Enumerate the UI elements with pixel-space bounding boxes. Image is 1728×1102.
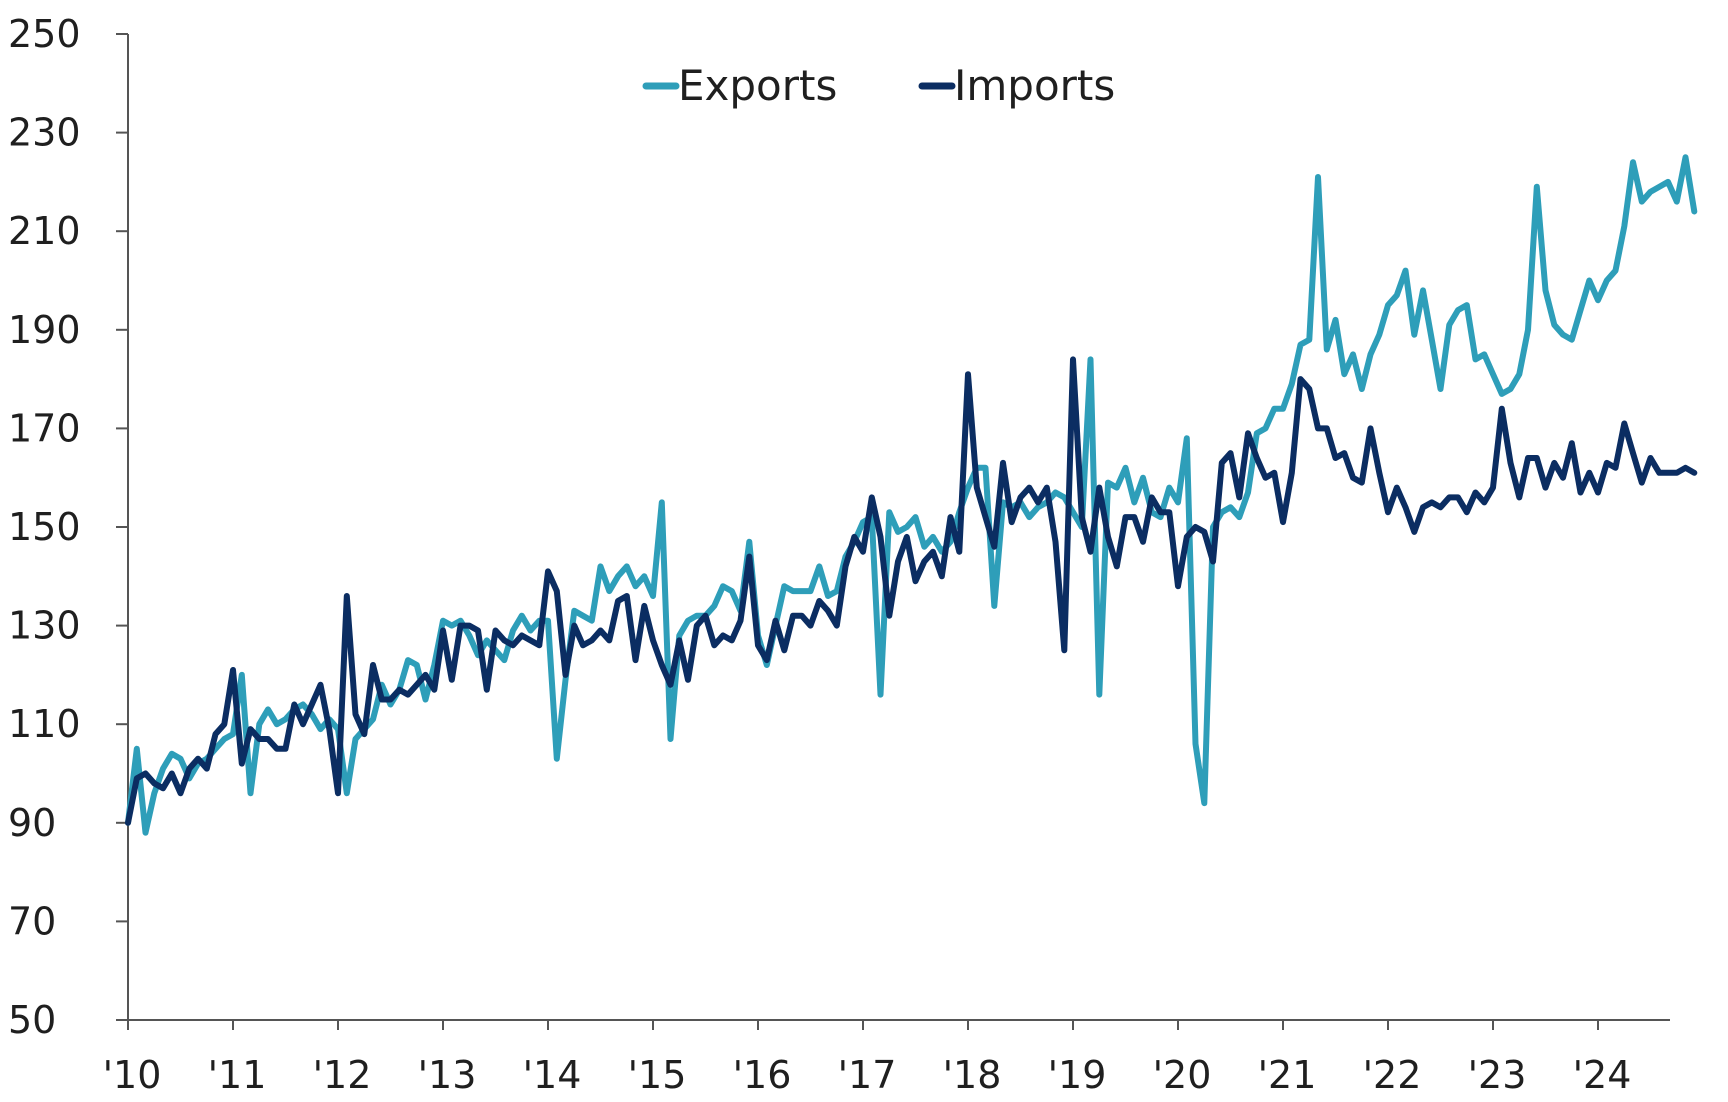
x-tick-label: '11 [208,1053,267,1097]
y-tick-label: 150 [8,505,81,549]
y-tick-label: 230 [8,111,81,155]
y-tick-label: 130 [8,604,81,648]
x-tick-label: '17 [838,1053,897,1097]
x-tick-label: '18 [943,1053,1002,1097]
x-tick-label: '16 [733,1053,792,1097]
series-layer [125,154,1698,836]
x-tick-label: '22 [1363,1053,1422,1097]
x-tick-label: '20 [1153,1053,1212,1097]
x-tick-label: '13 [418,1053,477,1097]
series-line-imports [125,356,1698,826]
y-tick-label: 110 [8,702,81,746]
x-tick-label: '12 [313,1053,372,1097]
legend-label-imports: Imports [954,61,1115,110]
x-tick-label: '19 [1048,1053,1107,1097]
x-tick-label: '23 [1468,1053,1527,1097]
y-tick-label: 190 [8,308,81,352]
x-tick-label: '10 [103,1053,162,1097]
y-axis-ticks: 50 70 90 110 130 150 170 190 210 230 250 [8,12,128,1042]
legend-label-exports: Exports [678,61,837,110]
x-tick-label: '24 [1573,1053,1632,1097]
y-tick-label: 70 [8,899,56,943]
chart-axes: 50 70 90 110 130 150 170 190 210 230 250 '10 '11 '12… [8,12,1670,1097]
x-tick-label: '15 [628,1053,687,1097]
y-tick-label: 170 [8,406,81,450]
x-axis-ticks: '10 '11 '12 '13 '14 '15 '16 '17 '18 '19 '20 '21 '22 '… [103,1020,1632,1097]
y-tick-label: 210 [8,209,81,253]
y-tick-label: 90 [8,801,56,845]
legend: Exports Imports [642,61,1115,110]
x-tick-label: '14 [523,1053,582,1097]
y-tick-label: 250 [8,12,81,56]
x-tick-label: '21 [1258,1053,1317,1097]
y-tick-label: 50 [8,998,56,1042]
